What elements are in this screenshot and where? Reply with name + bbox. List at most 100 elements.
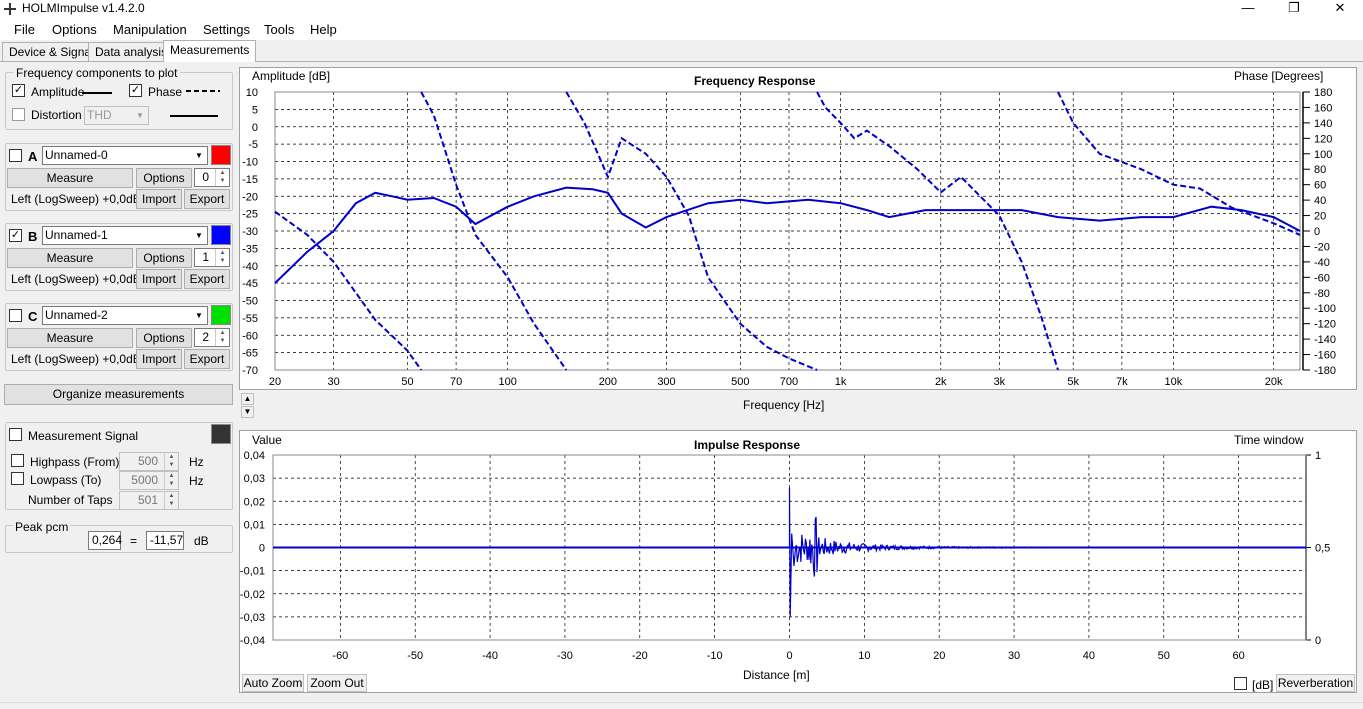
measurement-b-checkbox[interactable]: ✓: [9, 229, 22, 242]
fr-x-tick-label: 20: [269, 376, 281, 388]
amplitude-checkbox[interactable]: ✓: [12, 84, 25, 97]
ir-x-tick-label: 50: [1158, 650, 1170, 662]
splitter-up-arrow-icon[interactable]: ▲: [241, 393, 254, 405]
ir-x-tick-label: 10: [858, 650, 870, 662]
measurement-b-import-button[interactable]: Import: [136, 269, 182, 289]
organize-measurements-button[interactable]: Organize measurements: [4, 384, 233, 405]
measurement-b-export-button[interactable]: Export: [184, 269, 230, 289]
frequency-axis-label: Frequency [Hz]: [743, 398, 825, 412]
measurement-a-import-button[interactable]: Import: [136, 189, 182, 209]
measurement-a-info: Left (LogSweep) +0,0dB: [11, 192, 141, 206]
measurement-a-export-button[interactable]: Export: [184, 189, 230, 209]
menu-help[interactable]: Help: [310, 22, 337, 37]
spin-arrows-icon[interactable]: ▲ ▼: [215, 169, 229, 186]
menu-manipulation[interactable]: Manipulation: [113, 22, 187, 37]
close-button[interactable]: ✕: [1334, 0, 1346, 15]
fr-y-tick-label: -65: [242, 348, 258, 360]
measurement-b-measure-button[interactable]: Measure: [7, 248, 133, 268]
distortion-checkbox[interactable]: [12, 108, 25, 121]
ir-y-tick-label: -0,03: [240, 612, 265, 624]
frequency-response-panel: Amplitude [dB] Frequency Response Phase …: [239, 67, 1357, 412]
highpass-checkbox[interactable]: [11, 454, 24, 467]
measurement-a-select[interactable]: Unnamed-0 ▼: [42, 146, 208, 165]
measurement-c-measure-button[interactable]: Measure: [7, 328, 133, 348]
maximize-button[interactable]: ❐: [1288, 0, 1300, 15]
tab-device-signal[interactable]: Device & Signal: [2, 42, 101, 61]
distortion-select[interactable]: THD ▼: [84, 106, 149, 125]
measurement-b-options-button[interactable]: Options: [136, 248, 192, 268]
distortion-line-sample: [170, 115, 218, 117]
fr-y-tick-label: -5: [248, 139, 258, 151]
measurement-c-import-button[interactable]: Import: [136, 349, 182, 369]
ir-y-tick-label: -0,02: [240, 589, 265, 601]
frequency-response-chart[interactable]: 20 30 50 70 100 200 300 500 700 1k 2k 3k 5k 7k 10k 20k1…: [239, 67, 1357, 390]
measurement-b-select[interactable]: Unnamed-1 ▼: [42, 226, 208, 245]
spin-arrows-icon[interactable]: ▲ ▼: [164, 472, 178, 489]
taps-input[interactable]: 501 ▲ ▼: [119, 491, 179, 510]
ir-y-tick-label: 0,01: [244, 519, 265, 531]
spin-arrows-icon[interactable]: ▲ ▼: [164, 453, 178, 470]
impulse-response-chart[interactable]: -60 -50 -40 -30 -20 -10 0 10 20 30 40 50 600,040,030…: [239, 430, 1357, 693]
lowpass-input[interactable]: 5000 ▲ ▼: [119, 471, 179, 490]
fr-y2-tick-label: 80: [1314, 164, 1326, 176]
ir-x-tick-label: -50: [407, 650, 423, 662]
fr-x-tick-label: 70: [450, 376, 462, 388]
fr-y2-tick-label: 20: [1314, 211, 1326, 223]
measurement-b-info: Left (LogSweep) +0,0dB: [11, 272, 141, 286]
phase-series-line: [274, 210, 423, 371]
spin-arrows-icon[interactable]: ▲ ▼: [164, 492, 178, 509]
measurement-c-options-button[interactable]: Options: [136, 328, 192, 348]
tab-data-analysis[interactable]: Data analysis: [88, 42, 175, 61]
measurement-signal-color[interactable]: [211, 424, 231, 444]
measurement-c-select[interactable]: Unnamed-2 ▼: [42, 306, 208, 325]
measurement-a-measure-button[interactable]: Measure: [7, 168, 133, 188]
lowpass-label: Lowpass (To): [30, 473, 102, 487]
measurement-signal-checkbox[interactable]: [9, 428, 22, 441]
measurement-c-checkbox[interactable]: [9, 309, 22, 322]
highpass-input[interactable]: 500 ▲ ▼: [119, 452, 179, 471]
lowpass-checkbox[interactable]: [11, 472, 24, 485]
fr-x-tick-label: 300: [657, 376, 675, 388]
db-checkbox[interactable]: [1234, 677, 1247, 690]
measurement-c-letter: C: [28, 309, 38, 324]
fr-y-tick-label: -10: [242, 157, 258, 169]
measurement-a-color[interactable]: [211, 145, 231, 165]
fr-x-tick-label: 50: [401, 376, 413, 388]
distance-axis-label: Distance [m]: [743, 668, 810, 682]
measurement-b-index[interactable]: 1 ▲ ▼: [194, 248, 230, 267]
ir-x-tick-label: -10: [707, 650, 723, 662]
spin-arrows-icon[interactable]: ▲ ▼: [215, 249, 229, 266]
chevron-down-icon: ▼: [191, 147, 207, 164]
app-icon: [4, 3, 16, 15]
measurement-c-color[interactable]: [211, 305, 231, 325]
menu-settings[interactable]: Settings: [203, 22, 250, 37]
measurement-signal-label: Measurement Signal: [28, 429, 139, 443]
reverberation-button[interactable]: Reverberation: [1276, 674, 1355, 692]
splitter-down-arrow-icon[interactable]: ▼: [241, 406, 254, 418]
menu-tools[interactable]: Tools: [264, 22, 295, 37]
phase-series-line: [420, 91, 568, 371]
distortion-label: Distortion: [31, 108, 82, 122]
measurement-c-export-button[interactable]: Export: [184, 349, 230, 369]
ir-y-tick-label: 0,03: [244, 473, 265, 485]
measurement-a-options-button[interactable]: Options: [136, 168, 192, 188]
measurement-b-color[interactable]: [211, 225, 231, 245]
menu-options[interactable]: Options: [52, 22, 97, 37]
highpass-unit: Hz: [189, 455, 204, 469]
phase-checkbox[interactable]: ✓: [129, 84, 142, 97]
spin-arrows-icon[interactable]: ▲ ▼: [215, 329, 229, 346]
zoom-out-button[interactable]: Zoom Out: [307, 674, 367, 692]
chevron-down-icon: ▼: [132, 107, 148, 124]
minimize-button[interactable]: —: [1241, 0, 1255, 15]
auto-zoom-button[interactable]: Auto Zoom: [242, 674, 304, 692]
measurement-a-checkbox[interactable]: [9, 149, 22, 162]
measurement-c-index[interactable]: 2 ▲ ▼: [194, 328, 230, 347]
menu-file[interactable]: File: [14, 22, 35, 37]
ir-x-tick-label: -60: [332, 650, 348, 662]
amplitude-label: Amplitude: [31, 85, 85, 99]
fr-x-tick-label: 30: [327, 376, 339, 388]
tab-measurements[interactable]: Measurements: [163, 40, 257, 62]
fr-y-tick-label: -15: [242, 174, 258, 186]
measurement-a-index[interactable]: 0 ▲ ▼: [194, 168, 230, 187]
fr-y-tick-label: -45: [242, 278, 258, 290]
